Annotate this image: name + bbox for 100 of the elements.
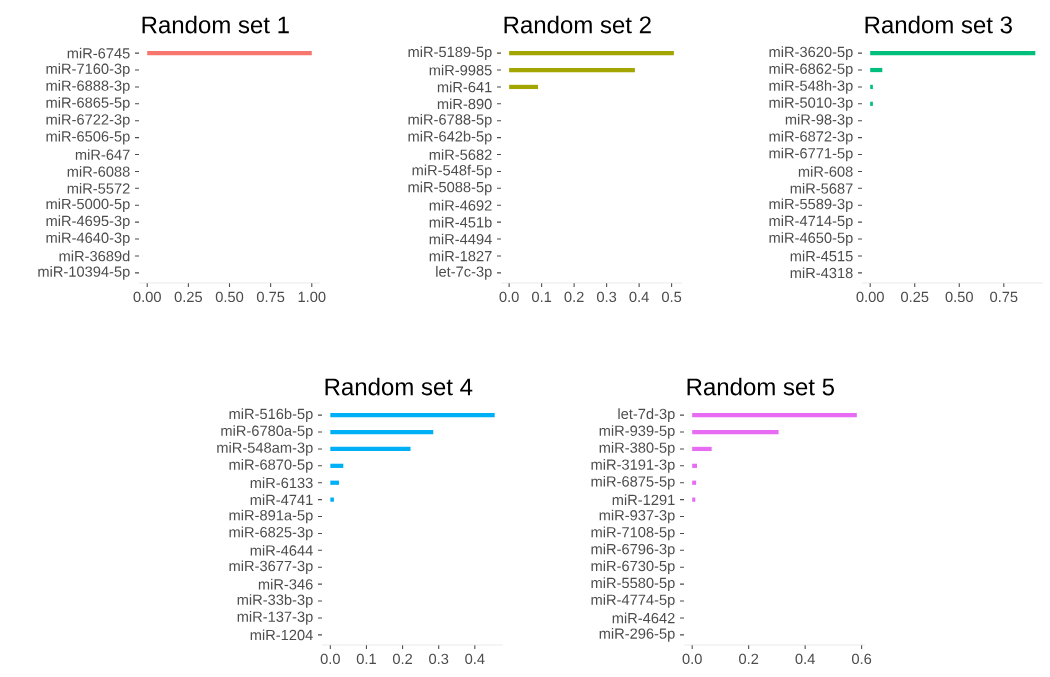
y-tick-label: miR-3689d bbox=[59, 250, 130, 262]
chart-title: Random set 1 bbox=[142, 15, 289, 34]
y-tick-label: miR-6870-5p bbox=[229, 459, 313, 473]
bar bbox=[870, 67, 883, 73]
y-tick-label: miR-33b-3p bbox=[237, 594, 313, 608]
x-tick-label: 0.00 bbox=[133, 291, 161, 303]
y-tick-label: miR-5682 bbox=[429, 149, 492, 160]
y-tick-label: miR-4714-5p bbox=[769, 215, 853, 229]
bar bbox=[330, 497, 334, 502]
y-tick-label: miR-6745 bbox=[67, 47, 130, 59]
y-tick-label: miR-7160-3p bbox=[46, 63, 130, 77]
x-tick-label: 0.0 bbox=[499, 291, 519, 303]
y-tick-label: miR-6771-5p bbox=[769, 147, 853, 162]
y-tick-label: miR-647 bbox=[75, 149, 130, 160]
x-tick-label: 0.3 bbox=[596, 291, 617, 303]
x-tick-label: 0.2 bbox=[739, 653, 759, 665]
x-tick-label: 0.75 bbox=[990, 291, 1018, 303]
y-tick-label: miR-6875-5p bbox=[591, 475, 675, 490]
chart-title: Random set 4 bbox=[325, 377, 473, 396]
bar bbox=[870, 84, 873, 90]
y-tick-label: miR-4644 bbox=[250, 544, 313, 556]
bar bbox=[692, 480, 697, 485]
y-tick-label: miR-608 bbox=[798, 166, 853, 177]
y-tick-label: miR-6865-5p bbox=[46, 97, 130, 111]
x-tick-label: 0.5 bbox=[661, 291, 682, 303]
bar bbox=[870, 51, 1036, 56]
x-tick-label: 0.25 bbox=[901, 291, 929, 303]
y-tick-label: miR-5088-5p bbox=[408, 181, 492, 196]
bar bbox=[692, 497, 696, 502]
y-tick-label: miR-346 bbox=[258, 578, 313, 590]
x-tick-label: 0.1 bbox=[356, 653, 376, 665]
bar bbox=[692, 446, 712, 452]
x-tick-label: 0.00 bbox=[856, 291, 884, 303]
y-tick-label: miR-6133 bbox=[250, 477, 313, 489]
y-tick-label: miR-451b bbox=[429, 216, 492, 228]
y-tick-label: miR-5000-5p bbox=[46, 198, 130, 213]
y-tick-label: miR-5687 bbox=[790, 182, 853, 194]
y-tick-label: miR-641 bbox=[437, 81, 492, 93]
x-tick-label: 0.2 bbox=[392, 653, 413, 665]
y-tick-label: miR-4515 bbox=[790, 250, 853, 262]
bar bbox=[870, 101, 873, 106]
bar bbox=[330, 429, 434, 435]
y-tick-label: miR-5572 bbox=[67, 182, 130, 194]
y-tick-label: miR-5580-5p bbox=[591, 577, 675, 591]
y-tick-label: miR-10394-5p bbox=[38, 266, 130, 280]
y-tick-label: miR-4695-3p bbox=[46, 215, 130, 229]
y-tick-label: miR-939-5p bbox=[599, 425, 675, 439]
bar bbox=[330, 463, 344, 468]
y-tick-label: miR-3677-3p bbox=[229, 560, 313, 575]
y-tick-label: miR-6796-3p bbox=[591, 543, 675, 558]
x-tick-label: 0.4 bbox=[795, 653, 815, 665]
x-tick-label: 0.0 bbox=[682, 653, 702, 665]
x-tick-label: 0.0 bbox=[320, 653, 340, 665]
y-tick-label: miR-4774-5p bbox=[591, 594, 675, 608]
y-tick-label: miR-1827 bbox=[429, 250, 492, 262]
bar bbox=[692, 429, 779, 435]
y-tick-label: miR-7108-5p bbox=[591, 526, 675, 541]
y-tick-label: miR-5589-3p bbox=[769, 198, 853, 213]
y-tick-label: miR-98-3p bbox=[785, 113, 853, 128]
y-tick-label: miR-6825-3p bbox=[229, 526, 313, 541]
y-tick-label: let-7c-3p bbox=[436, 266, 492, 280]
bar bbox=[330, 413, 495, 418]
y-tick-label: miR-4741 bbox=[250, 494, 313, 505]
y-tick-label: miR-4692 bbox=[429, 199, 492, 211]
x-tick-label: 0.4 bbox=[629, 291, 649, 303]
bar bbox=[509, 84, 539, 90]
y-tick-label: miR-6862-5p bbox=[769, 63, 853, 77]
y-tick-label: miR-4494 bbox=[429, 233, 492, 245]
y-tick-label: miR-6788-5p bbox=[408, 113, 492, 128]
y-tick-label: miR-4640-3p bbox=[46, 232, 130, 246]
chart-title: Random set 3 bbox=[865, 15, 1012, 34]
y-tick-label: miR-6872-3p bbox=[769, 130, 853, 145]
y-tick-label: miR-642b-5p bbox=[408, 130, 492, 145]
x-tick-label: 0.50 bbox=[215, 291, 244, 303]
y-tick-label: miR-4318 bbox=[790, 267, 853, 279]
x-tick-label: 0.2 bbox=[564, 291, 584, 303]
y-tick-label: miR-548f-5p bbox=[412, 164, 492, 179]
x-tick-label: 0.4 bbox=[465, 653, 485, 665]
x-tick-label: 1.00 bbox=[298, 291, 326, 303]
x-tick-label: 0.25 bbox=[174, 291, 203, 303]
y-tick-label: miR-890 bbox=[437, 98, 492, 110]
y-tick-label: miR-6730-5p bbox=[591, 560, 675, 575]
bar bbox=[330, 446, 411, 452]
bar bbox=[692, 463, 697, 468]
bar bbox=[509, 51, 674, 56]
y-tick-label: miR-6722-3p bbox=[46, 113, 130, 128]
y-tick-label: miR-5189-5p bbox=[408, 46, 492, 60]
x-tick-label: 0.1 bbox=[531, 291, 552, 303]
bar bbox=[509, 67, 635, 73]
y-tick-label: miR-9985 bbox=[429, 64, 492, 76]
y-tick-label: miR-3620-5p bbox=[769, 46, 853, 60]
y-tick-label: miR-6780a-5p bbox=[221, 425, 313, 439]
y-tick-label: miR-4650-5p bbox=[769, 232, 853, 246]
x-tick-label: 0.6 bbox=[851, 653, 872, 665]
chart-title: Random set 2 bbox=[504, 15, 651, 34]
y-tick-label: miR-548h-3p bbox=[769, 80, 853, 94]
y-tick-label: let-7d-3p bbox=[618, 408, 675, 422]
y-tick-label: miR-4642 bbox=[612, 612, 675, 624]
bar bbox=[330, 480, 339, 485]
y-tick-label: miR-516b-5p bbox=[229, 408, 313, 422]
